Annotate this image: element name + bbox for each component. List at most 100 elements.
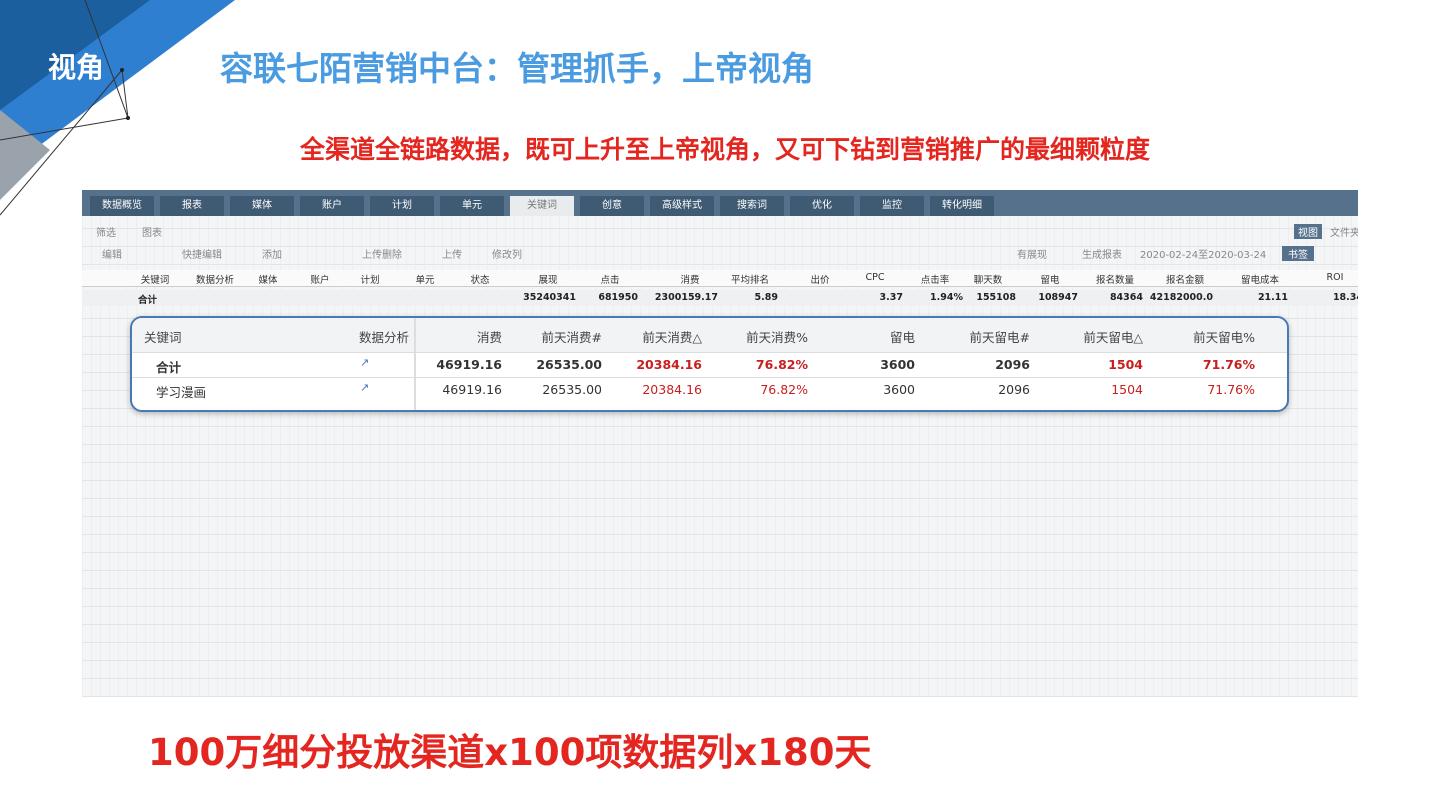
toolbar-item[interactable]: 图表 (142, 228, 162, 239)
zoom-header (132, 318, 1287, 353)
total-cell: 1.94% (930, 292, 963, 303)
zoom-cell: 3600 (883, 382, 915, 397)
column-header: 计划 (360, 275, 380, 286)
column-header: 留电 (1040, 275, 1060, 286)
column-header: 聊天数 (973, 275, 1003, 286)
chart-icon[interactable]: ↗ (360, 381, 370, 394)
column-header: 账户 (310, 275, 330, 286)
column-header: CPC (865, 272, 885, 283)
footer-text: 100万细分投放渠道x100项数据列x180天 (148, 731, 872, 774)
toolbar-item[interactable]: 书签 (1282, 246, 1314, 261)
total-cell: 3.37 (879, 292, 903, 303)
tab[interactable]: 数据概览 (90, 196, 154, 216)
chart-icon[interactable]: ↗ (360, 356, 370, 369)
zoom-cell: 3600 (880, 357, 915, 372)
zoom-column-header: 留电 (889, 330, 915, 345)
total-row (82, 290, 1358, 306)
zoom-cell: 71.76% (1202, 357, 1255, 372)
toolbar-item[interactable]: 文件夹 (1330, 228, 1358, 239)
tab-bar: 数据概览 报表 媒体 账户 计划 单元 关键词 创意 高级样式 搜索词 优化 监控 转化明细 (82, 190, 1358, 216)
subtitle: 全渠道全链路数据，既可上升至上帝视角，又可下钻到营销推广的最细颗粒度 (299, 135, 1150, 164)
zoom-cell: 46919.16 (436, 357, 502, 372)
screenshot: 数据概览 报表 媒体 账户 计划 单元 关键词 创意 高级样式 搜索词 优化 监控 转化明细 筛选 图表视… (82, 190, 1358, 697)
title: 容联七陌营销中台：管理抓手，上帝视角 (220, 49, 814, 88)
zoom-cell: 76.82% (755, 357, 808, 372)
column-header: 留电成本 (1240, 275, 1280, 286)
total-cell: 2300159.17 (654, 292, 718, 303)
zoom-cell: 46919.16 (442, 382, 502, 397)
tab[interactable]: 优化 (790, 196, 854, 216)
column-header: ROI (1326, 272, 1344, 283)
toolbar-item[interactable]: 快捷编辑 (182, 250, 222, 261)
toolbar-item[interactable]: 修改列 (492, 250, 522, 261)
zoom-column-header: 前天留电% (1193, 330, 1255, 345)
toolbar-item[interactable]: 视图 (1294, 224, 1322, 239)
tab[interactable]: 账户 (300, 196, 364, 216)
column-header: 点击率 (920, 275, 950, 286)
zoom-table: 关键词 数据分析 消费 前天消费# 前天消费△ 前天消费% 留电 前天留电# 前天留电△ 前天留电… (130, 316, 1289, 412)
header-row (82, 270, 1358, 287)
column-header: 展现 (538, 275, 558, 286)
total-cell: 681950 (598, 292, 638, 303)
total-cell: 21.11 (1257, 292, 1288, 303)
zoom-column-header: 前天消费# (541, 330, 602, 345)
total-cell: 155108 (976, 292, 1016, 303)
tab[interactable]: 创意 (580, 196, 644, 216)
zoom-cell: 学习漫画 (156, 385, 207, 400)
badge: 视角 (48, 51, 105, 84)
zoom-cell: 2096 (998, 382, 1030, 397)
tab[interactable]: 关键词 (510, 196, 574, 216)
tab[interactable]: 高级样式 (650, 196, 714, 216)
tab[interactable]: 转化明细 (930, 196, 994, 216)
tab[interactable]: 监控 (860, 196, 924, 216)
zoom-cell: 71.76% (1207, 382, 1255, 397)
zoom-cell: 1504 (1108, 357, 1143, 372)
column-header: 出价 (810, 275, 830, 286)
column-header: 单元 (415, 275, 435, 286)
toolbar-item[interactable]: 筛选 (96, 228, 116, 239)
zoom-column-header: 前天消费△ (642, 330, 702, 345)
total-cell: 5.89 (754, 292, 778, 303)
zoom-cell: 76.82% (760, 382, 808, 397)
zoom-cell: 20384.16 (642, 382, 702, 397)
zoom-cell: 26535.00 (542, 382, 602, 397)
row-divider (132, 377, 1287, 378)
zoom-cell: 合计 (156, 360, 182, 375)
toolbar-item[interactable]: 上传删除 (362, 250, 402, 261)
column-header: 状态 (470, 275, 490, 286)
tab[interactable]: 媒体 (230, 196, 294, 216)
zoom-cell: 20384.16 (636, 357, 702, 372)
total-cell: 108947 (1038, 292, 1078, 303)
column-header: 报名数量 (1095, 275, 1135, 286)
toolbar-item[interactable]: 上传 (442, 250, 462, 261)
zoom-column-header: 数据分析 (359, 330, 410, 345)
column-header: 消费 (680, 275, 700, 286)
tab[interactable]: 报表 (160, 196, 224, 216)
total-label: 合计 (138, 295, 158, 306)
column-header: 数据分析 (195, 275, 235, 286)
zoom-column-header: 前天消费% (746, 330, 808, 345)
tab[interactable]: 单元 (440, 196, 504, 216)
column-header: 关键词 (140, 275, 170, 286)
toolbar-item[interactable]: 添加 (262, 250, 282, 261)
freeze-divider (414, 318, 416, 410)
column-header: 报名金额 (1165, 275, 1205, 286)
toolbar-item[interactable]: 编辑 (102, 250, 122, 261)
total-cell: 18.34 (1332, 292, 1358, 303)
tab[interactable]: 搜索词 (720, 196, 784, 216)
toolbar-item[interactable]: 有展现 (1017, 250, 1047, 261)
zoom-cell: 2096 (995, 357, 1030, 372)
total-cell: 35240341 (523, 292, 576, 303)
column-header: 点击 (600, 275, 620, 286)
zoom-column-header: 前天留电△ (1083, 330, 1143, 345)
zoom-cell: 26535.00 (536, 357, 602, 372)
tab[interactable]: 计划 (370, 196, 434, 216)
zoom-cell: 1504 (1111, 382, 1143, 397)
column-header: 平均排名 (730, 275, 770, 286)
toolbar-item[interactable]: 2020-02-24至2020-03-24 (1140, 250, 1267, 261)
toolbar-item[interactable]: 生成报表 (1082, 250, 1122, 261)
column-header: 媒体 (258, 275, 278, 286)
zoom-column-header: 消费 (476, 330, 502, 345)
zoom-column-header: 关键词 (144, 330, 182, 345)
